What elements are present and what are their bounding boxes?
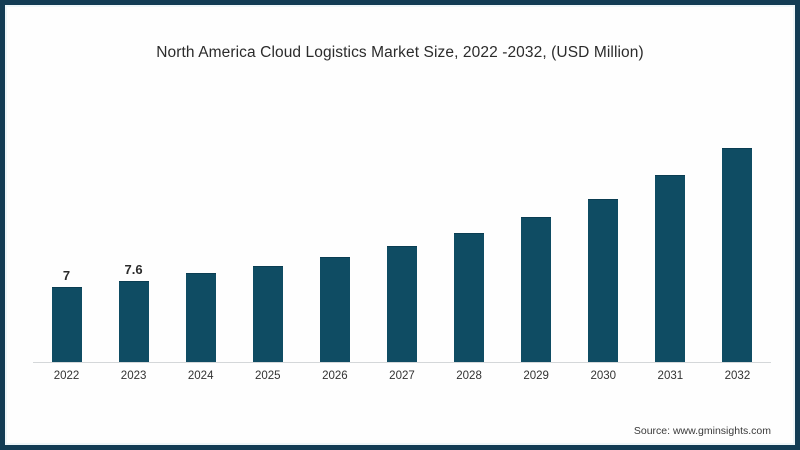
bar-slot [503, 127, 570, 362]
x-tick-label: 2025 [254, 370, 281, 382]
x-tick-label: 2028 [456, 370, 482, 382]
bar-slot [234, 127, 301, 362]
bar-2032[interactable] [722, 148, 753, 362]
x-tick-label: 2031 [657, 370, 684, 382]
bar-2030[interactable] [588, 198, 619, 362]
bar-2026[interactable] [319, 257, 350, 362]
plot-area: 7 7.6 [33, 127, 771, 363]
x-tick-label: 2027 [389, 370, 415, 382]
bar-slot [704, 127, 771, 362]
bar-slot [368, 127, 435, 362]
bar-value-label: 7.6 [124, 261, 143, 277]
x-tick-label: 2022 [53, 370, 80, 382]
x-tick-label: 2030 [590, 370, 617, 382]
bar-slot: 7.6 [100, 127, 167, 362]
bar-2022[interactable] [51, 287, 82, 362]
bar-slot [436, 127, 503, 362]
bar-2029[interactable] [521, 216, 552, 362]
bar-2025[interactable] [252, 265, 283, 362]
bar-2023[interactable] [118, 280, 149, 362]
x-tick-label: 2026 [322, 370, 348, 382]
bar-slot [637, 127, 704, 362]
bar-slot: 7 [33, 127, 100, 362]
x-tick-label: 2024 [187, 370, 214, 382]
x-tick-label: 2032 [724, 370, 751, 382]
source-note: Source: www.gminsights.com [633, 425, 771, 437]
chart-title: North America Cloud Logistics Market Siz… [156, 44, 644, 61]
bar-2028[interactable] [454, 232, 485, 362]
chart-canvas: North America Cloud Logistics Market Siz… [7, 7, 793, 443]
bar-value-label: 7 [62, 268, 71, 284]
bar-series: 7 7.6 [33, 127, 771, 362]
bar-2027[interactable] [386, 245, 417, 362]
x-tick-label: 2023 [120, 370, 147, 382]
bar-2024[interactable] [185, 273, 216, 362]
x-tick-label: 2029 [523, 370, 549, 382]
bar-slot [570, 127, 637, 362]
x-axis-tick-labels: 2022 2023 2024 2025 2026 2027 2028 2029 … [33, 370, 771, 382]
bar-slot [167, 127, 234, 362]
bar-slot [301, 127, 368, 362]
x-axis-line [33, 362, 771, 363]
bar-2031[interactable] [655, 175, 686, 362]
